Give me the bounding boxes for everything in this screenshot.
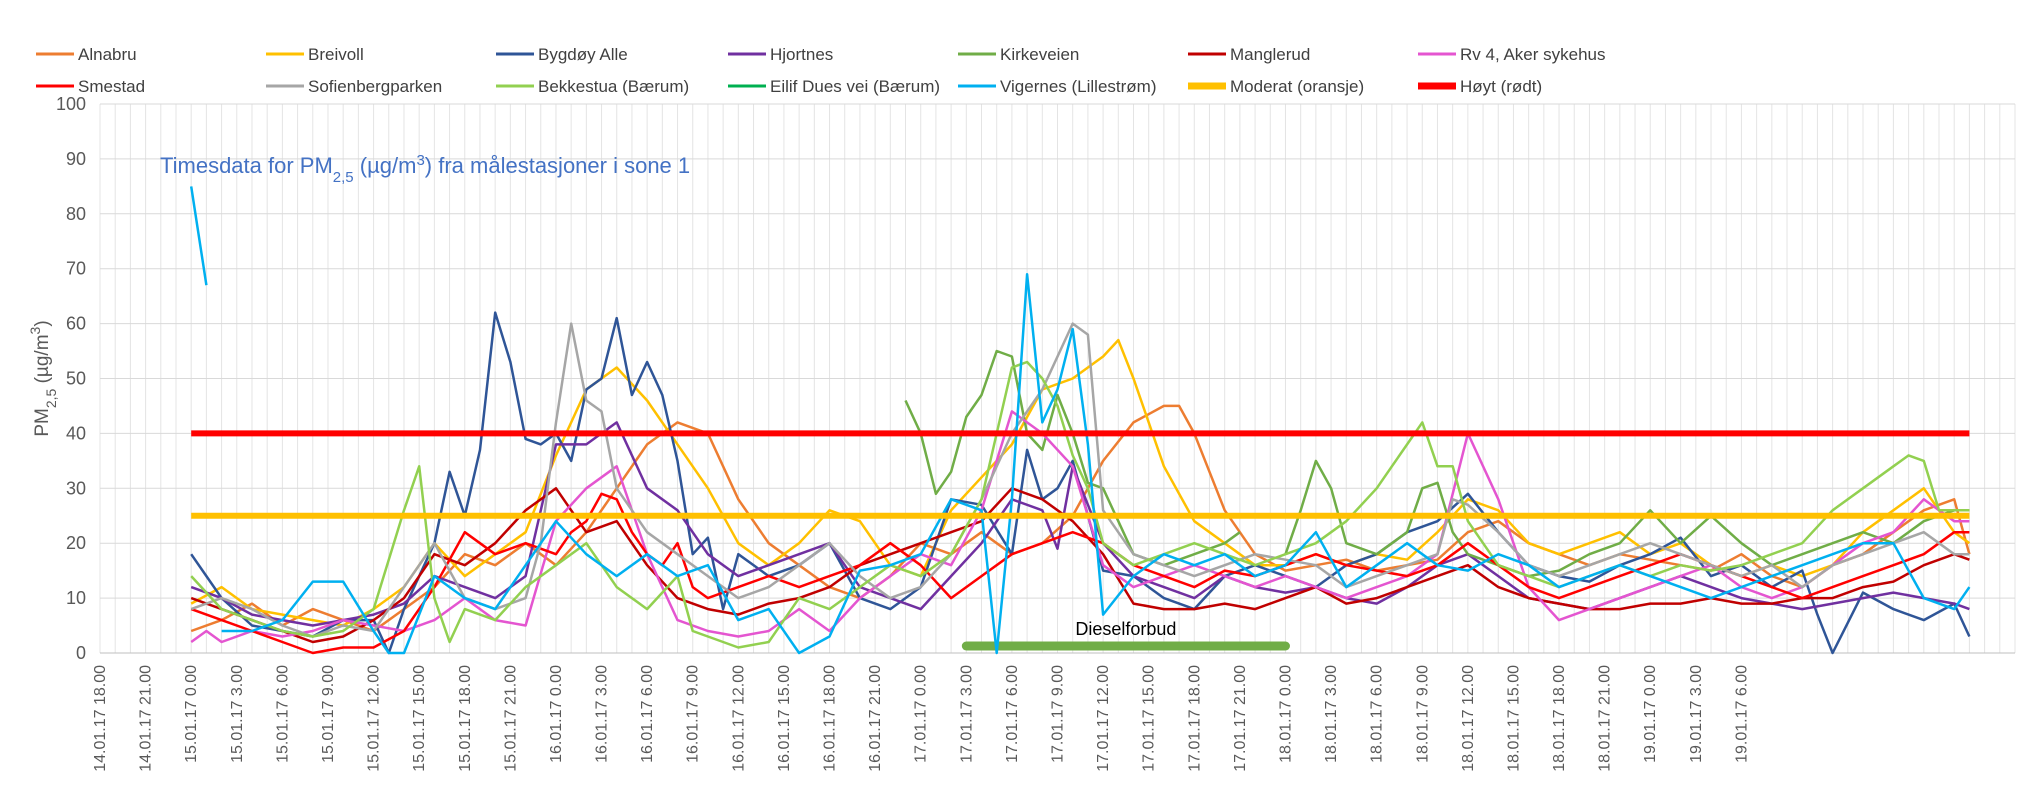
legend-label: Alnabru	[78, 45, 137, 64]
legend-label: Manglerud	[1230, 45, 1310, 64]
series-layer	[189, 186, 1971, 655]
x-tick-label: 18.01.17 18.00	[1551, 665, 1568, 772]
x-tick-label: 16.01.17 12.00	[730, 665, 747, 772]
y-tick-label: 0	[76, 643, 86, 663]
legend-label: Sofienbergparken	[308, 77, 442, 96]
y-tick-label: 60	[66, 314, 86, 334]
x-tick-label: 17.01.17 3.00	[958, 665, 975, 763]
legend-label: Breivoll	[308, 45, 364, 64]
y-tick-label: 30	[66, 478, 86, 498]
legend-label: Bygdøy Alle	[538, 45, 628, 64]
series-line-bekkestua-b-rum	[190, 360, 1970, 649]
y-tick-label: 70	[66, 259, 86, 279]
x-tick-label: 16.01.17 3.00	[594, 665, 611, 763]
x-tick-label: 19.01.17 0.00	[1642, 665, 1659, 763]
legend-label: Bekkestua (Bærum)	[538, 77, 689, 96]
legend-label: Kirkeveien	[1000, 45, 1079, 64]
chart-title: Timesdata for PM2,5 (µg/m3) fra målestas…	[160, 152, 690, 186]
x-tick-label: 15.01.17 12.00	[366, 665, 383, 772]
legend: Alnabru Breivoll Bygdøy Alle Hjortnes Kirkev…	[36, 45, 1606, 96]
x-tick-label: 15.01.17 6.00	[274, 665, 291, 763]
x-tick-label: 18.01.17 15.00	[1505, 665, 1522, 772]
x-tick-label: 14.01.17 18.00	[92, 665, 109, 772]
x-tick-label: 15.01.17 3.00	[229, 665, 246, 763]
y-tick-label: 100	[56, 94, 86, 114]
x-tick-label: 17.01.17 12.00	[1095, 665, 1112, 772]
dieselforbud-label: Dieselforbud	[1075, 619, 1176, 639]
x-tick-label: 16.01.17 0.00	[548, 665, 565, 763]
x-tick-label: 19.01.17 6.00	[1733, 665, 1750, 763]
y-axis-title: PM2,5 (µg/m3)	[27, 320, 59, 436]
annotation-layer: Dieselforbud	[961, 619, 1290, 651]
x-tick-label: 18.01.17 6.00	[1369, 665, 1386, 763]
legend-label: Høyt (rødt)	[1460, 77, 1542, 96]
x-tick-label: 17.01.17 21.00	[1232, 665, 1249, 772]
x-tick-label: 18.01.17 0.00	[1277, 665, 1294, 763]
x-tick-label: 17.01.17 15.00	[1141, 665, 1158, 772]
x-tick-label: 15.01.17 15.00	[411, 665, 428, 772]
x-tick-label: 18.01.17 12.00	[1460, 665, 1477, 772]
x-tick-label: 16.01.17 21.00	[867, 665, 884, 772]
legend-label: Smestad	[78, 77, 145, 96]
x-tick-label: 14.01.17 21.00	[138, 665, 155, 772]
series-line-rv-4-aker-sykehus	[190, 410, 1970, 644]
x-tick-label: 17.01.17 0.00	[913, 665, 930, 763]
series-line-vigernes-lillestr-m	[189, 186, 1971, 655]
x-tick-label: 16.01.17 15.00	[776, 665, 793, 772]
x-tick-label: 16.01.17 6.00	[639, 665, 656, 763]
x-tick-label: 17.01.17 6.00	[1004, 665, 1021, 763]
x-tick-label: 15.01.17 21.00	[502, 665, 519, 772]
x-tick-label: 18.01.17 3.00	[1323, 665, 1340, 763]
legend-label: Eilif Dues vei (Bærum)	[770, 77, 940, 96]
y-tick-label: 10	[66, 588, 86, 608]
legend-label: Hjortnes	[770, 45, 833, 64]
x-tick-label: 19.01.17 3.00	[1688, 665, 1705, 763]
x-tick-label: 17.01.17 9.00	[1050, 665, 1067, 763]
x-tick-label: 18.01.17 21.00	[1597, 665, 1614, 772]
legend-label: Rv 4, Aker sykehus	[1460, 45, 1606, 64]
legend-label: Vigernes (Lillestrøm)	[1000, 77, 1157, 96]
x-tick-label: 16.01.17 18.00	[822, 665, 839, 772]
y-tick-label: 80	[66, 204, 86, 224]
x-tick-label: 15.01.17 9.00	[320, 665, 337, 763]
x-tick-label: 15.01.17 18.00	[457, 665, 474, 772]
y-tick-label: 20	[66, 533, 86, 553]
x-tick-label: 17.01.17 18.00	[1186, 665, 1203, 772]
y-tick-label: 90	[66, 149, 86, 169]
y-tick-label: 40	[66, 423, 86, 443]
legend-label: Moderat (oransje)	[1230, 77, 1364, 96]
y-tick-label: 50	[66, 369, 86, 389]
series-line-smestad	[190, 492, 1970, 655]
x-tick-label: 15.01.17 0.00	[183, 665, 200, 763]
axis-layer: 0 10 20 30 40 50 60 70 80 90 100 14.01.17 18.00 14.0…	[56, 94, 1750, 772]
series-line-sofienbergparken	[190, 322, 1970, 638]
x-tick-label: 18.01.17 9.00	[1414, 665, 1431, 763]
x-tick-label: 16.01.17 9.00	[685, 665, 702, 763]
